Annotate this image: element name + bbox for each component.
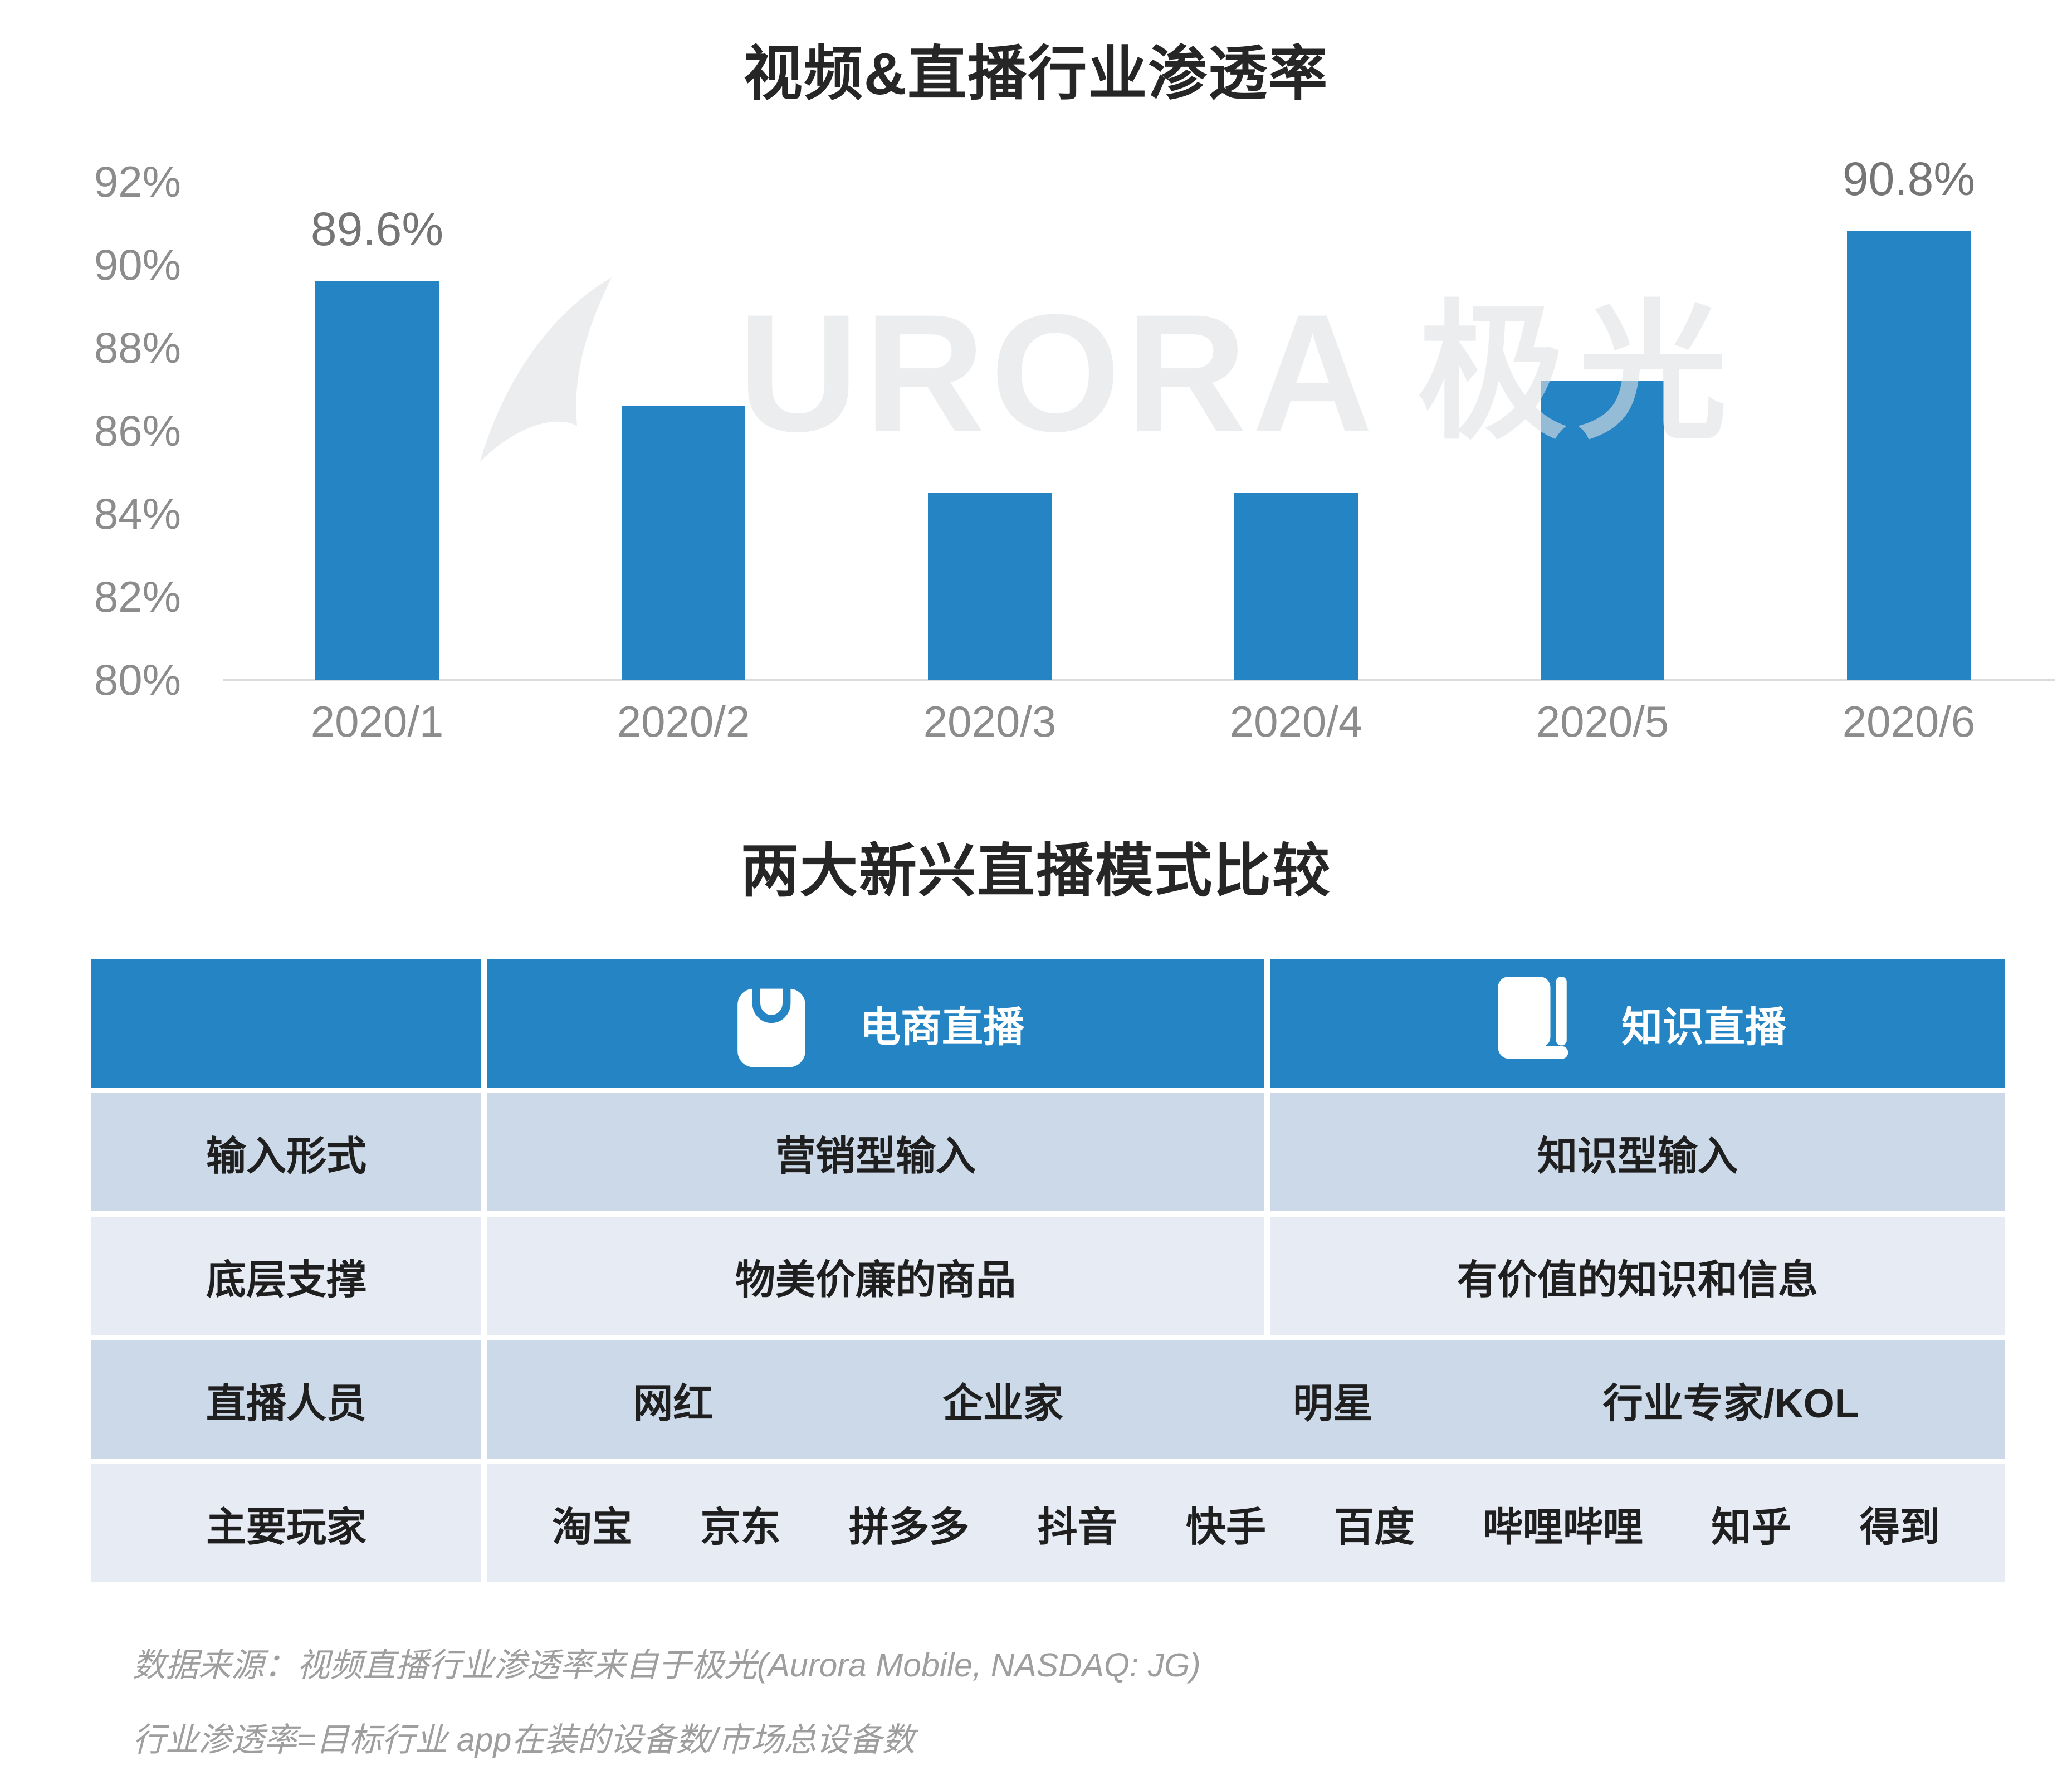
merged-value-cell: 网红 企业家 明星 行业专家/KOL <box>487 1340 2005 1459</box>
y-axis-tick: 88% <box>94 323 181 372</box>
watermark-latin-text: URORA <box>738 279 1379 466</box>
y-axis-tick: 80% <box>94 655 181 704</box>
cell-item: 行业专家/KOL <box>1602 1381 1859 1426</box>
cell-item: 拼多多 <box>849 1505 970 1550</box>
cell-item: 企业家 <box>942 1381 1063 1426</box>
value-cell: 知识型输入 <box>1270 1093 2005 1211</box>
cell-item: 百度 <box>1334 1505 1415 1550</box>
cell-item: 得到 <box>1859 1505 1940 1550</box>
chart-title: 视频&直播行业渗透率 <box>743 41 1329 107</box>
data-source-note: 数据来源：视频直播行业渗透率来自于极光(Aurora Mobile, NASDA… <box>133 1647 1201 1684</box>
row-label: 输入形式 <box>91 1093 481 1211</box>
footer-notes: 数据来源：视频直播行业渗透率来自于极光(Aurora Mobile, NASDA… <box>133 1645 1201 1775</box>
book-icon <box>1498 977 1568 1059</box>
header-ecommerce-cell: 电商直播 <box>487 959 1264 1088</box>
x-axis-label: 2020/1 <box>310 697 444 746</box>
x-axis-label: 2020/6 <box>1842 697 1976 746</box>
bar-2020/2 <box>622 406 745 680</box>
value-cell: 物美价廉的商品 <box>487 1217 1264 1335</box>
y-axis-tick: 90% <box>94 240 181 289</box>
cell-item: 知乎 <box>1711 1505 1792 1550</box>
cell-item: 哔哩哔哩 <box>1482 1505 1643 1550</box>
value-cell: 营销型输入 <box>487 1093 1264 1211</box>
table-row: 底层支撑 物美价廉的商品 有价值的知识和信息 <box>91 1217 2005 1335</box>
y-axis-tick: 92% <box>94 157 181 206</box>
value-cell: 有价值的知识和信息 <box>1270 1217 2005 1335</box>
table-header-row: 电商直播 知识直播 <box>91 959 2005 1088</box>
x-axis-label: 2020/4 <box>1229 697 1363 746</box>
table-row: 主要玩家 淘宝 京东 拼多多 抖音 快手 百度 哔哩哔哩 知乎 得到 <box>91 1464 2005 1582</box>
table-corner-cell <box>91 959 481 1088</box>
y-axis-tick: 84% <box>94 489 181 538</box>
y-axis-tick: 82% <box>94 572 181 621</box>
cell-item: 明星 <box>1293 1381 1374 1426</box>
cell-item: 网红 <box>633 1381 714 1426</box>
table-row: 直播人员 网红 企业家 明星 行业专家/KOL <box>91 1340 2005 1459</box>
bar-2020/6 <box>1847 231 1971 680</box>
header-ecommerce-label: 电商直播 <box>859 1003 1024 1050</box>
row-label: 主要玩家 <box>91 1464 481 1582</box>
cell-item: 京东 <box>700 1505 781 1550</box>
bar-value-label: 90.8% <box>1842 153 1976 205</box>
bar-2020/3 <box>928 493 1052 680</box>
x-axis-label: 2020/3 <box>923 697 1057 746</box>
table-title: 两大新兴直播模式比较 <box>740 839 1331 904</box>
cell-item: 抖音 <box>1037 1505 1118 1550</box>
cell-item: 快手 <box>1185 1505 1266 1550</box>
row-label: 底层支撑 <box>91 1217 481 1335</box>
bar-2020/1 <box>315 281 439 680</box>
definition-note: 行业渗透率=目标行业 app在装的设备数/市场总设备数 <box>133 1722 915 1758</box>
bar-2020/5 <box>1541 381 1664 680</box>
bar-2020/4 <box>1234 493 1358 680</box>
comparison-table: 电商直播 知识直播 输入形式 营销型输入 知识型输入 底层支撑 物美价廉的商品 有价值的知… <box>86 954 2011 1588</box>
shopping-bag-icon <box>737 984 805 1067</box>
merged-value-cell: 淘宝 京东 拼多多 抖音 快手 百度 哔哩哔哩 知乎 得到 <box>487 1464 2005 1582</box>
row-label: 直播人员 <box>91 1340 481 1459</box>
header-knowledge-label: 知识直播 <box>1621 1003 1786 1050</box>
y-axis-tick: 86% <box>94 406 181 455</box>
x-axis-label: 2020/2 <box>617 697 750 746</box>
x-axis-label: 2020/5 <box>1536 697 1669 746</box>
bar-value-label: 89.6% <box>310 203 444 255</box>
x-axis-line <box>223 679 2055 681</box>
header-knowledge-cell: 知识直播 <box>1270 959 2005 1088</box>
table-row: 输入形式 营销型输入 知识型输入 <box>91 1093 2005 1211</box>
cell-item: 淘宝 <box>552 1505 633 1550</box>
